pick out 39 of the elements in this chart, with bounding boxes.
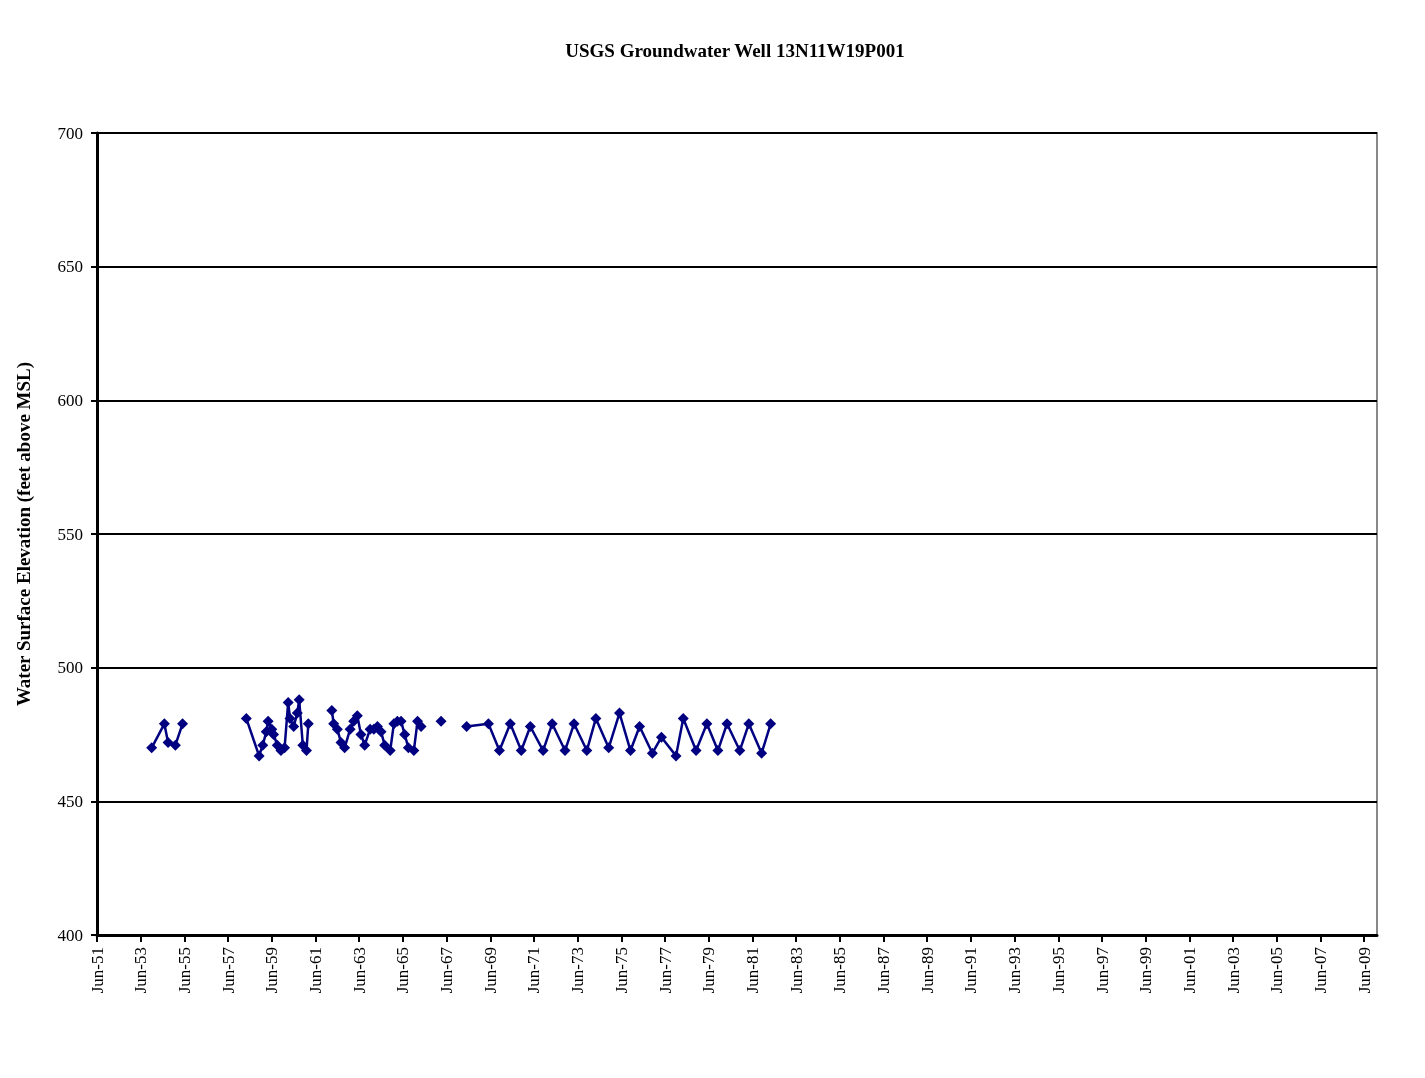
x-tick-label: Jun-65 — [393, 947, 413, 994]
y-tick-label: 500 — [57, 658, 83, 678]
y-tick-label: 600 — [57, 390, 83, 410]
y-tick-label: 700 — [57, 123, 83, 143]
x-tick-label: Jun-81 — [742, 947, 762, 994]
y-tick-label: 450 — [57, 791, 83, 811]
chart-title: USGS Groundwater Well 13N11W19P001 — [565, 40, 905, 61]
x-tick-label: Jun-07 — [1310, 946, 1330, 994]
x-tick-label: Jun-83 — [786, 947, 806, 994]
x-tick-label: Jun-55 — [174, 947, 194, 994]
y-tick-label: 650 — [57, 257, 83, 277]
x-tick-label: Jun-93 — [1005, 947, 1025, 994]
x-tick-label: Jun-01 — [1179, 947, 1199, 994]
x-tick-label: Jun-79 — [699, 947, 719, 994]
x-tick-label: Jun-75 — [611, 947, 631, 994]
x-tick-label: Jun-69 — [480, 947, 500, 994]
x-tick-label: Jun-91 — [961, 947, 981, 994]
x-tick-label: Jun-63 — [349, 947, 369, 994]
x-tick-label: Jun-99 — [1136, 947, 1156, 994]
y-tick-label: 400 — [57, 925, 83, 945]
y-axis-title: Water Surface Elevation (feet above MSL) — [13, 361, 35, 707]
x-tick-label: Jun-05 — [1267, 947, 1287, 994]
x-tick-label: Jun-51 — [87, 947, 107, 994]
x-tick-label: Jun-71 — [524, 947, 544, 994]
x-tick-label: Jun-97 — [1092, 946, 1112, 994]
x-tick-label: Jun-67 — [437, 946, 457, 994]
x-tick-label: Jun-89 — [917, 947, 937, 994]
x-tick-label: Jun-61 — [306, 947, 326, 994]
x-tick-label: Jun-85 — [830, 947, 850, 994]
x-tick-label: Jun-95 — [1048, 947, 1068, 994]
x-tick-label: Jun-57 — [218, 946, 238, 994]
x-tick-label: Jun-77 — [655, 946, 675, 994]
x-tick-label: Jun-03 — [1223, 947, 1243, 994]
x-tick-label: Jun-53 — [131, 947, 151, 994]
x-tick-label: Jun-73 — [568, 947, 588, 994]
x-tick-label: Jun-09 — [1354, 947, 1374, 994]
x-tick-label: Jun-87 — [874, 946, 894, 994]
y-tick-label: 550 — [57, 524, 83, 544]
x-tick-label: Jun-59 — [262, 947, 282, 994]
